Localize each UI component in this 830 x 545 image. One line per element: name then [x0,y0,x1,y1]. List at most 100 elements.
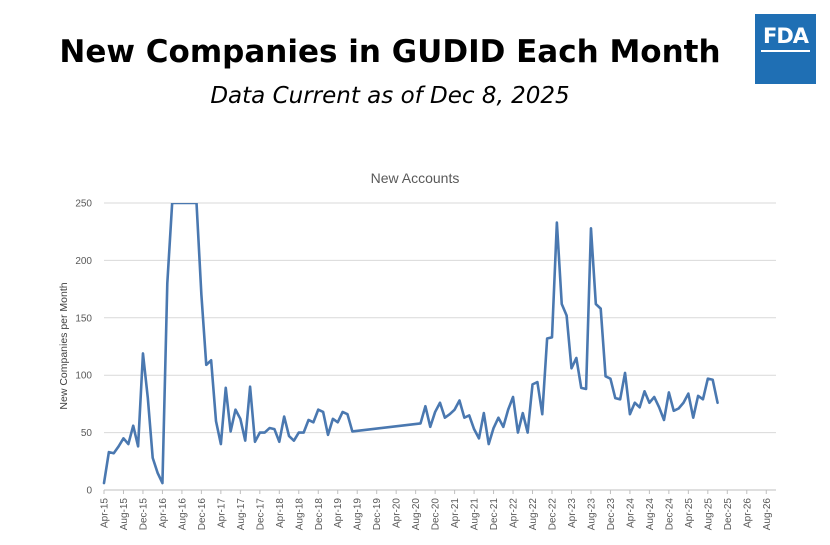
x-tick-label: Aug-18 [294,498,305,531]
x-tick-label: Apr-16 [158,498,169,528]
x-tick-label: Aug-15 [119,498,130,531]
data-point [599,307,602,310]
data-point [151,457,154,460]
data-point [585,388,588,391]
data-point [332,418,335,421]
data-point [254,440,257,443]
data-point [565,314,568,317]
y-tick-label: 0 [86,486,92,497]
x-tick-label: Apr-23 [567,498,578,528]
x-tick-label: Dec-19 [372,498,383,531]
data-point [458,399,461,402]
data-point [633,401,636,404]
data-point [624,372,627,375]
data-point [336,421,339,424]
page-title: New Companies in GUDID Each Month [59,34,721,70]
data-point [492,427,495,430]
data-point [249,385,252,388]
data-point [132,424,135,427]
data-point [716,401,719,404]
data-point [551,336,554,339]
data-point [672,409,675,412]
y-tick-label: 50 [81,428,93,439]
x-tick-label: Apr-25 [684,498,695,528]
data-point [229,430,232,433]
x-tick-label: Dec-16 [197,498,208,531]
data-point [536,381,539,384]
data-point [663,419,666,422]
data-point [166,282,169,285]
data-point [297,431,300,434]
data-point [239,418,242,421]
data-point [711,378,714,381]
data-point [278,440,281,443]
y-tick-label: 100 [75,371,92,382]
data-point [322,411,325,414]
data-point [512,396,515,399]
fda-logo-underline [761,50,810,52]
data-point [702,398,705,401]
x-tick-label: Aug-24 [645,498,656,531]
data-point [259,431,262,434]
data-point [526,431,529,434]
data-point [142,352,145,355]
x-tick-label: Dec-24 [664,498,675,531]
data-point [692,416,695,419]
data-point [497,416,500,419]
data-point [288,435,291,438]
data-point [609,377,612,380]
x-tick-label: Aug-21 [470,498,481,531]
y-tick-label: 200 [75,256,92,267]
series-line-new-accounts [102,203,719,485]
x-tick-label: Dec-15 [138,498,149,531]
data-point [575,357,578,360]
x-axis-ticks: Apr-15 Aug-15 Dec-15 Apr-16 Aug-16 Dec-16 Apr-… [100,490,773,530]
data-point [224,387,227,390]
line-chart: New Accounts New Companies per Month 0 50… [58,170,776,530]
data-point [429,426,432,429]
chart-title: New Accounts [371,170,460,186]
data-point [517,431,520,434]
data-point [220,443,223,446]
x-tick-label: Apr-22 [509,498,520,528]
data-point [293,439,296,442]
x-tick-label: Apr-15 [100,498,111,528]
data-point [507,408,510,411]
x-tick-label: Dec-23 [606,498,617,531]
data-point [210,359,213,362]
x-tick-label: Aug-23 [586,498,597,531]
x-tick-label: Apr-18 [275,498,286,528]
data-point [604,375,607,378]
data-point [205,364,208,367]
data-point [638,406,641,409]
data-point [614,397,617,400]
data-point [215,420,218,423]
data-point [560,303,563,306]
data-point [478,437,481,440]
x-tick-label: Aug-19 [353,498,364,531]
x-tick-label: Apr-20 [392,498,403,528]
data-point [580,387,583,390]
data-point [697,395,700,398]
data-point [171,202,174,205]
data-point [200,294,203,297]
data-point [668,391,671,394]
data-point [137,445,140,448]
data-point [453,408,456,411]
x-tick-label: Dec-25 [723,498,734,531]
x-tick-label: Aug-16 [177,498,188,531]
data-point [629,413,632,416]
data-point [307,419,310,422]
data-point [346,413,349,416]
data-point [439,401,442,404]
page-subtitle: Data Current as of Dec 8, 2025 [210,83,570,109]
x-tick-label: Aug-17 [236,498,247,531]
data-point [419,422,422,425]
x-tick-label: Aug-25 [703,498,714,531]
x-tick-label: Apr-17 [216,498,227,528]
data-point [502,426,505,429]
data-point [127,443,130,446]
x-tick-label: Dec-17 [255,498,266,531]
data-point [448,413,451,416]
y-axis-label: New Companies per Month [58,282,70,409]
